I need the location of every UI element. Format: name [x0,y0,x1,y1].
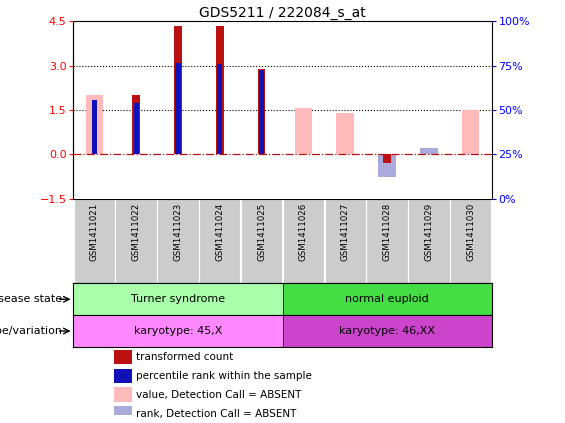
Bar [85,95,103,154]
Bar [383,154,391,163]
Bar [73,283,282,315]
Title: GDS5211 / 222084_s_at: GDS5211 / 222084_s_at [199,6,366,20]
Bar [282,315,492,347]
Text: GSM1411023: GSM1411023 [173,203,182,261]
Text: GSM1411029: GSM1411029 [424,203,433,261]
Text: Turner syndrome: Turner syndrome [131,294,225,304]
Bar [174,26,182,154]
Bar [114,387,132,402]
Text: genotype/variation: genotype/variation [0,326,62,336]
Text: GSM1411027: GSM1411027 [341,203,350,261]
Bar [217,64,223,154]
Bar [114,407,132,421]
Bar [132,95,140,154]
Bar [133,103,139,154]
Bar [92,100,97,154]
Text: rank, Detection Call = ABSENT: rank, Detection Call = ABSENT [136,409,297,419]
Bar [114,349,132,365]
Bar [366,199,408,283]
Bar [324,199,366,283]
Bar [157,199,199,283]
Bar [175,63,181,154]
Text: GSM1411026: GSM1411026 [299,203,308,261]
Text: GSM1411025: GSM1411025 [257,203,266,261]
Bar [408,199,450,283]
Text: GSM1411028: GSM1411028 [383,203,392,261]
Text: disease state: disease state [0,294,62,304]
Bar [258,69,266,154]
Bar [450,199,492,283]
Bar [241,199,282,283]
Text: GSM1411024: GSM1411024 [215,203,224,261]
Bar [282,283,492,315]
Bar [336,113,354,154]
Text: GSM1411030: GSM1411030 [466,203,475,261]
Bar [294,109,312,154]
Bar [115,199,157,283]
Bar [420,148,438,154]
Bar [420,148,438,154]
Text: percentile rank within the sample: percentile rank within the sample [136,371,312,381]
Text: normal euploid: normal euploid [345,294,429,304]
Bar [282,199,324,283]
Bar [378,154,396,177]
Text: value, Detection Call = ABSENT: value, Detection Call = ABSENT [136,390,301,400]
Text: GSM1411021: GSM1411021 [90,203,99,261]
Text: karyotype: 46,XX: karyotype: 46,XX [339,326,435,336]
Bar [259,70,264,154]
Bar [216,26,224,154]
Bar [73,315,282,347]
Text: transformed count: transformed count [136,352,233,362]
Text: karyotype: 45,X: karyotype: 45,X [134,326,222,336]
Bar [73,199,115,283]
Bar [462,110,480,154]
Bar [199,199,241,283]
Text: GSM1411022: GSM1411022 [132,203,141,261]
Bar [114,368,132,383]
